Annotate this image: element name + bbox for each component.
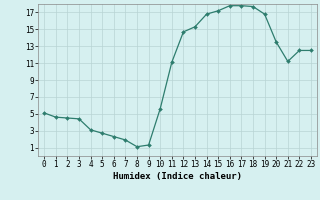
- X-axis label: Humidex (Indice chaleur): Humidex (Indice chaleur): [113, 172, 242, 181]
